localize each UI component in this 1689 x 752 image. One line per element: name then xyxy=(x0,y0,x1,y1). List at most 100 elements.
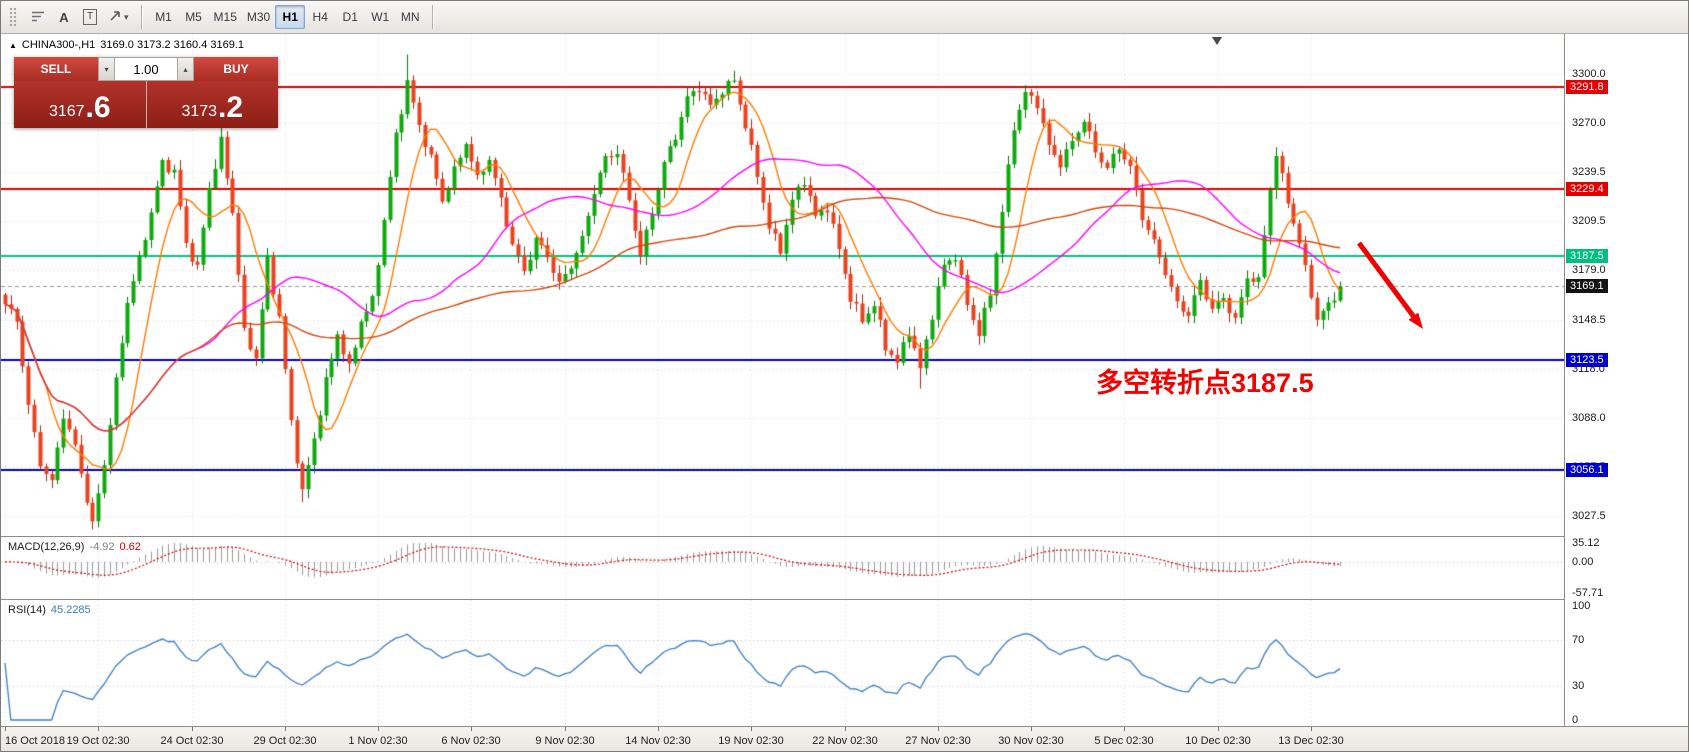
arrow-tool-icon xyxy=(108,9,122,26)
timeframe-button-H1[interactable]: H1 xyxy=(275,5,306,29)
time-tick xyxy=(98,727,99,731)
sell-price-big-digit: .6 xyxy=(85,91,111,124)
macd-name: MACD(12,26,9) xyxy=(8,541,85,553)
price-tick-label: 3239.5 xyxy=(1572,166,1606,179)
price-line-badge: 3123.5 xyxy=(1566,353,1608,368)
price-axis[interactable]: 3300.0 3270.0 3239.5 3209.5 3179.0 3148.5 3118… xyxy=(1564,34,1688,751)
time-axis-label: 27 Nov 02:30 xyxy=(905,735,971,747)
buy-button[interactable]: BUY xyxy=(194,57,278,81)
chart-header: ▲ CHINA300-,H1 3169.0 3173.2 3160.4 3169… xyxy=(9,39,244,51)
rsi-panel-canvas[interactable] xyxy=(1,600,1564,726)
time-tick xyxy=(471,727,472,731)
time-tick xyxy=(845,727,846,731)
rsi-value: 45.2285 xyxy=(50,604,91,616)
macd-signal-value: 0.62 xyxy=(119,541,141,553)
sell-price-panel[interactable]: 3167 .6 xyxy=(14,81,147,128)
timeframe-button-M15[interactable]: M15 xyxy=(213,10,237,24)
macd-axis-label: 0.00 xyxy=(1572,555,1594,568)
timeframe-button-MN[interactable]: MN xyxy=(400,10,420,24)
time-axis-label: 13 Dec 02:30 xyxy=(1278,735,1344,747)
time-tick xyxy=(1311,727,1312,731)
timeframe-button-D1[interactable]: D1 xyxy=(342,10,358,24)
toolbar-drag-handle[interactable] xyxy=(9,7,17,27)
time-axis-label: 22 Nov 02:30 xyxy=(812,735,878,747)
timeframe-button-W1[interactable]: W1 xyxy=(371,10,390,24)
time-tick xyxy=(192,727,193,731)
time-tick xyxy=(658,727,659,731)
macd-header: MACD(12,26,9) -4.92 0.62 xyxy=(8,541,141,553)
buy-price-panel[interactable]: 3173 .2 xyxy=(146,81,278,128)
macd-axis-label: -57.71 xyxy=(1572,587,1604,599)
indicator-levels-icon xyxy=(30,8,46,27)
down-trend-arrow[interactable] xyxy=(1347,235,1442,345)
time-axis-label: 1 Nov 02:30 xyxy=(348,735,408,747)
time-axis-label: 30 Nov 02:30 xyxy=(998,735,1064,747)
price-tick-label: 3209.5 xyxy=(1572,214,1606,227)
one-click-toggle-icon[interactable]: ▲ xyxy=(9,40,17,50)
rsi-axis-label: 100 xyxy=(1572,600,1591,612)
time-axis-label: 19 Nov 02:30 xyxy=(718,735,784,747)
time-axis-label: 10 Dec 02:30 xyxy=(1185,735,1251,747)
price-tick-label: 3270.0 xyxy=(1572,116,1606,129)
buy-price-prefix: 3173 xyxy=(181,103,218,120)
price-tick-label: 3027.5 xyxy=(1572,510,1606,522)
arrow-objects-button[interactable]: ▾ xyxy=(103,5,134,29)
time-axis-label: 29 Oct 02:30 xyxy=(253,735,317,747)
toolbar-separator xyxy=(140,5,142,29)
time-tick xyxy=(1031,727,1032,731)
timeframe-group: M1 M5 M15 M30 H1 H4 D1 W1 MN xyxy=(149,5,426,29)
rsi-axis-label: 0 xyxy=(1572,714,1579,726)
indicator-levels-button[interactable] xyxy=(25,5,51,29)
timeframe-button-M30[interactable]: M30 xyxy=(246,10,271,24)
time-tick xyxy=(1124,727,1125,731)
time-axis-label: 24 Oct 02:30 xyxy=(160,735,224,747)
time-axis-label: 5 Dec 02:30 xyxy=(1094,735,1154,747)
sell-price-prefix: 3167 xyxy=(48,103,85,120)
toolbar-separator xyxy=(432,5,434,29)
ohlc-values: 3169.0 3173.2 3160.4 3169.1 xyxy=(100,39,245,51)
one-click-trading-panel: SELL ▾ ▴ BUY 3167 .6 3173 .2 xyxy=(14,57,278,128)
panel-separator[interactable] xyxy=(1,599,1688,600)
time-tick xyxy=(5,727,6,731)
rsi-axis-label: 70 xyxy=(1572,634,1585,647)
time-axis[interactable]: 16 Oct 2018 19 Oct 02:30 24 Oct 02:30 29 Oc… xyxy=(1,726,1688,751)
chart-shift-marker[interactable] xyxy=(1212,37,1222,45)
time-axis-label: 14 Nov 02:30 xyxy=(625,735,691,747)
volume-decrease-button[interactable]: ▾ xyxy=(98,57,115,81)
time-tick xyxy=(378,727,379,731)
time-tick xyxy=(565,727,566,731)
time-axis-label: 16 Oct 2018 xyxy=(5,735,65,747)
price-line-badge: 3169.1 xyxy=(1566,279,1608,294)
macd-axis-label: 35.12 xyxy=(1572,537,1600,549)
timeframe-button-H4[interactable]: H4 xyxy=(312,10,328,24)
macd-panel-canvas[interactable] xyxy=(1,537,1564,599)
buy-price-big-digit: .2 xyxy=(218,91,244,124)
label-tool-button[interactable]: T xyxy=(77,5,103,29)
volume-input[interactable] xyxy=(115,57,177,81)
time-tick xyxy=(1218,727,1219,731)
price-tick-label: 3148.5 xyxy=(1572,313,1606,326)
sell-button[interactable]: SELL xyxy=(14,57,98,81)
price-tick-label: 3300.0 xyxy=(1572,68,1606,80)
annotation-text[interactable]: 多空转折点3187.5 xyxy=(1096,368,1314,398)
price-line-badge: 3187.5 xyxy=(1566,249,1608,264)
price-tick-label: 3179.0 xyxy=(1572,264,1606,277)
symbol-period-label: CHINA300-,H1 xyxy=(21,39,96,51)
time-axis-label: 9 Nov 02:30 xyxy=(535,735,595,747)
label-tool-icon: T xyxy=(82,9,98,25)
volume-increase-button[interactable]: ▴ xyxy=(177,57,194,81)
rsi-header: RSI(14) 45.2285 xyxy=(8,604,91,616)
time-axis-label: 19 Oct 02:30 xyxy=(66,735,130,747)
price-line-badge: 3056.1 xyxy=(1566,462,1608,477)
price-line-badge: 3291.8 xyxy=(1566,80,1608,95)
text-tool-button[interactable]: A xyxy=(51,5,77,29)
panel-separator[interactable] xyxy=(1,536,1688,537)
time-tick xyxy=(285,727,286,731)
rsi-axis-label: 30 xyxy=(1572,679,1585,692)
timeframe-button-M1[interactable]: M1 xyxy=(155,10,172,24)
toolbar: A T ▾ M1 M5 M15 M30 H1 H4 D1 W1 MN xyxy=(1,1,1688,34)
macd-main-value: -4.92 xyxy=(89,541,115,553)
chevron-down-icon: ▾ xyxy=(124,11,129,22)
timeframe-button-M5[interactable]: M5 xyxy=(185,10,202,24)
